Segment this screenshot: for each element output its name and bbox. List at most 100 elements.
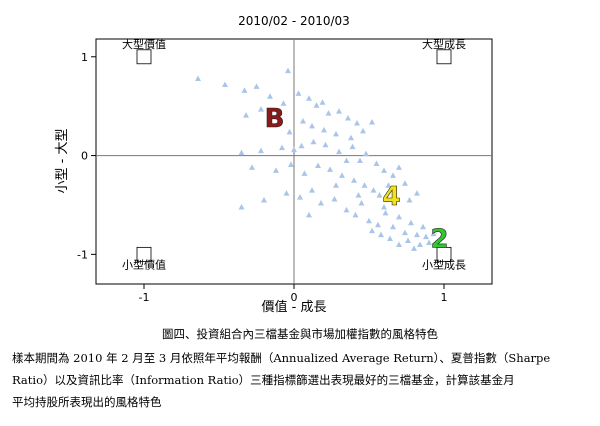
note-line-2: Ratio）以及資訊比率（Information Ratio）三種指標篩選出表現… xyxy=(12,373,515,387)
style-box-scatter-chart: 2010/02 - 2010/03 -1 0 1 -1 0 1 大型價值 大型成長小型價值… xyxy=(55,14,493,315)
data-point xyxy=(238,203,245,210)
data-point xyxy=(382,209,389,216)
x-tick-label: 0 xyxy=(291,291,298,304)
data-point xyxy=(363,150,369,157)
figure-note: 樣本期間為 2010 年 2 月至 3 月依照年平均報酬（Annualized … xyxy=(12,347,592,413)
data-point xyxy=(283,190,290,196)
fund-label: B xyxy=(265,104,285,134)
y-tick-label: -1 xyxy=(77,248,88,261)
data-point xyxy=(253,83,260,89)
data-point xyxy=(361,182,368,188)
data-point xyxy=(333,182,339,188)
data-point xyxy=(318,199,324,206)
data-point xyxy=(313,102,320,108)
y-axis-ticks: -1 0 1 xyxy=(77,51,96,261)
data-point xyxy=(411,245,417,251)
data-point xyxy=(408,219,414,226)
x-tick-label: -1 xyxy=(139,291,150,304)
data-point xyxy=(381,167,387,173)
data-point xyxy=(280,100,287,106)
corner-marker xyxy=(136,49,152,65)
data-point xyxy=(423,233,429,240)
corner-label: 小型價值 xyxy=(122,257,166,271)
data-point xyxy=(306,95,312,101)
data-point xyxy=(291,146,297,153)
fund-annotations: B 42 xyxy=(264,104,449,255)
data-point xyxy=(331,196,338,202)
figure-caption: 圖四、投資組合內三檔基金與市場加權指數的風格特色 xyxy=(162,327,438,341)
data-point xyxy=(345,115,351,121)
data-point xyxy=(369,118,375,125)
data-point xyxy=(351,177,357,183)
corner-label: 小型成長 xyxy=(422,257,466,271)
data-point xyxy=(286,128,293,135)
data-point xyxy=(279,144,285,151)
data-point xyxy=(417,241,423,247)
data-point xyxy=(343,206,350,213)
y-axis-label: 小型 - 大型 xyxy=(55,129,70,194)
data-point xyxy=(319,99,326,105)
x-axis-ticks: -1 0 1 xyxy=(139,284,448,304)
data-point xyxy=(378,231,384,238)
data-points xyxy=(195,67,437,251)
data-point xyxy=(390,172,396,178)
data-point xyxy=(295,90,302,96)
data-point xyxy=(261,197,267,203)
data-point xyxy=(370,187,377,193)
data-point xyxy=(373,160,380,166)
data-point xyxy=(249,164,255,170)
data-point xyxy=(285,67,291,74)
data-point xyxy=(348,134,354,141)
data-point xyxy=(298,142,305,149)
data-point xyxy=(301,170,308,176)
data-point xyxy=(309,122,315,129)
data-point xyxy=(300,117,306,124)
data-point xyxy=(336,108,342,114)
data-point xyxy=(387,235,393,242)
data-point xyxy=(369,227,375,234)
note-line-1: 樣本期間為 2010 年 2 月至 3 月依照年平均報酬（Annualized … xyxy=(12,351,551,365)
data-point xyxy=(339,172,345,178)
data-point xyxy=(430,230,437,237)
data-point xyxy=(195,75,201,82)
x-tick-label: 1 xyxy=(441,291,448,304)
data-point xyxy=(321,126,327,133)
corner-marker xyxy=(436,49,452,65)
note-line-3: 平均持股所表現出的風格特色 xyxy=(12,395,162,409)
fund-label: 2 xyxy=(430,225,448,255)
data-point xyxy=(222,81,228,87)
data-point xyxy=(381,203,387,210)
data-point xyxy=(360,127,366,134)
data-point xyxy=(315,162,321,168)
corner-marker xyxy=(136,246,152,262)
chart-title: 2010/02 - 2010/03 xyxy=(238,14,350,28)
data-point xyxy=(343,157,350,164)
data-point xyxy=(402,229,408,236)
data-point xyxy=(357,157,363,164)
corner-marker xyxy=(436,246,452,262)
data-point xyxy=(376,192,383,198)
data-point xyxy=(396,164,402,170)
data-point xyxy=(396,241,402,247)
data-point xyxy=(396,213,402,220)
data-point xyxy=(352,211,359,218)
data-point xyxy=(406,197,413,203)
data-point xyxy=(241,87,248,93)
data-point xyxy=(322,141,329,148)
data-point xyxy=(258,147,264,154)
data-point xyxy=(336,148,342,155)
data-point xyxy=(243,112,249,118)
data-point xyxy=(366,217,372,224)
data-point xyxy=(310,138,317,145)
y-tick-label: 1 xyxy=(81,51,88,64)
data-point xyxy=(354,119,360,126)
data-point xyxy=(306,211,312,218)
data-point xyxy=(358,199,365,206)
data-point xyxy=(309,187,315,193)
data-point xyxy=(405,237,411,244)
data-point xyxy=(375,221,381,228)
data-point xyxy=(349,143,356,150)
y-tick-label: 0 xyxy=(81,150,88,163)
